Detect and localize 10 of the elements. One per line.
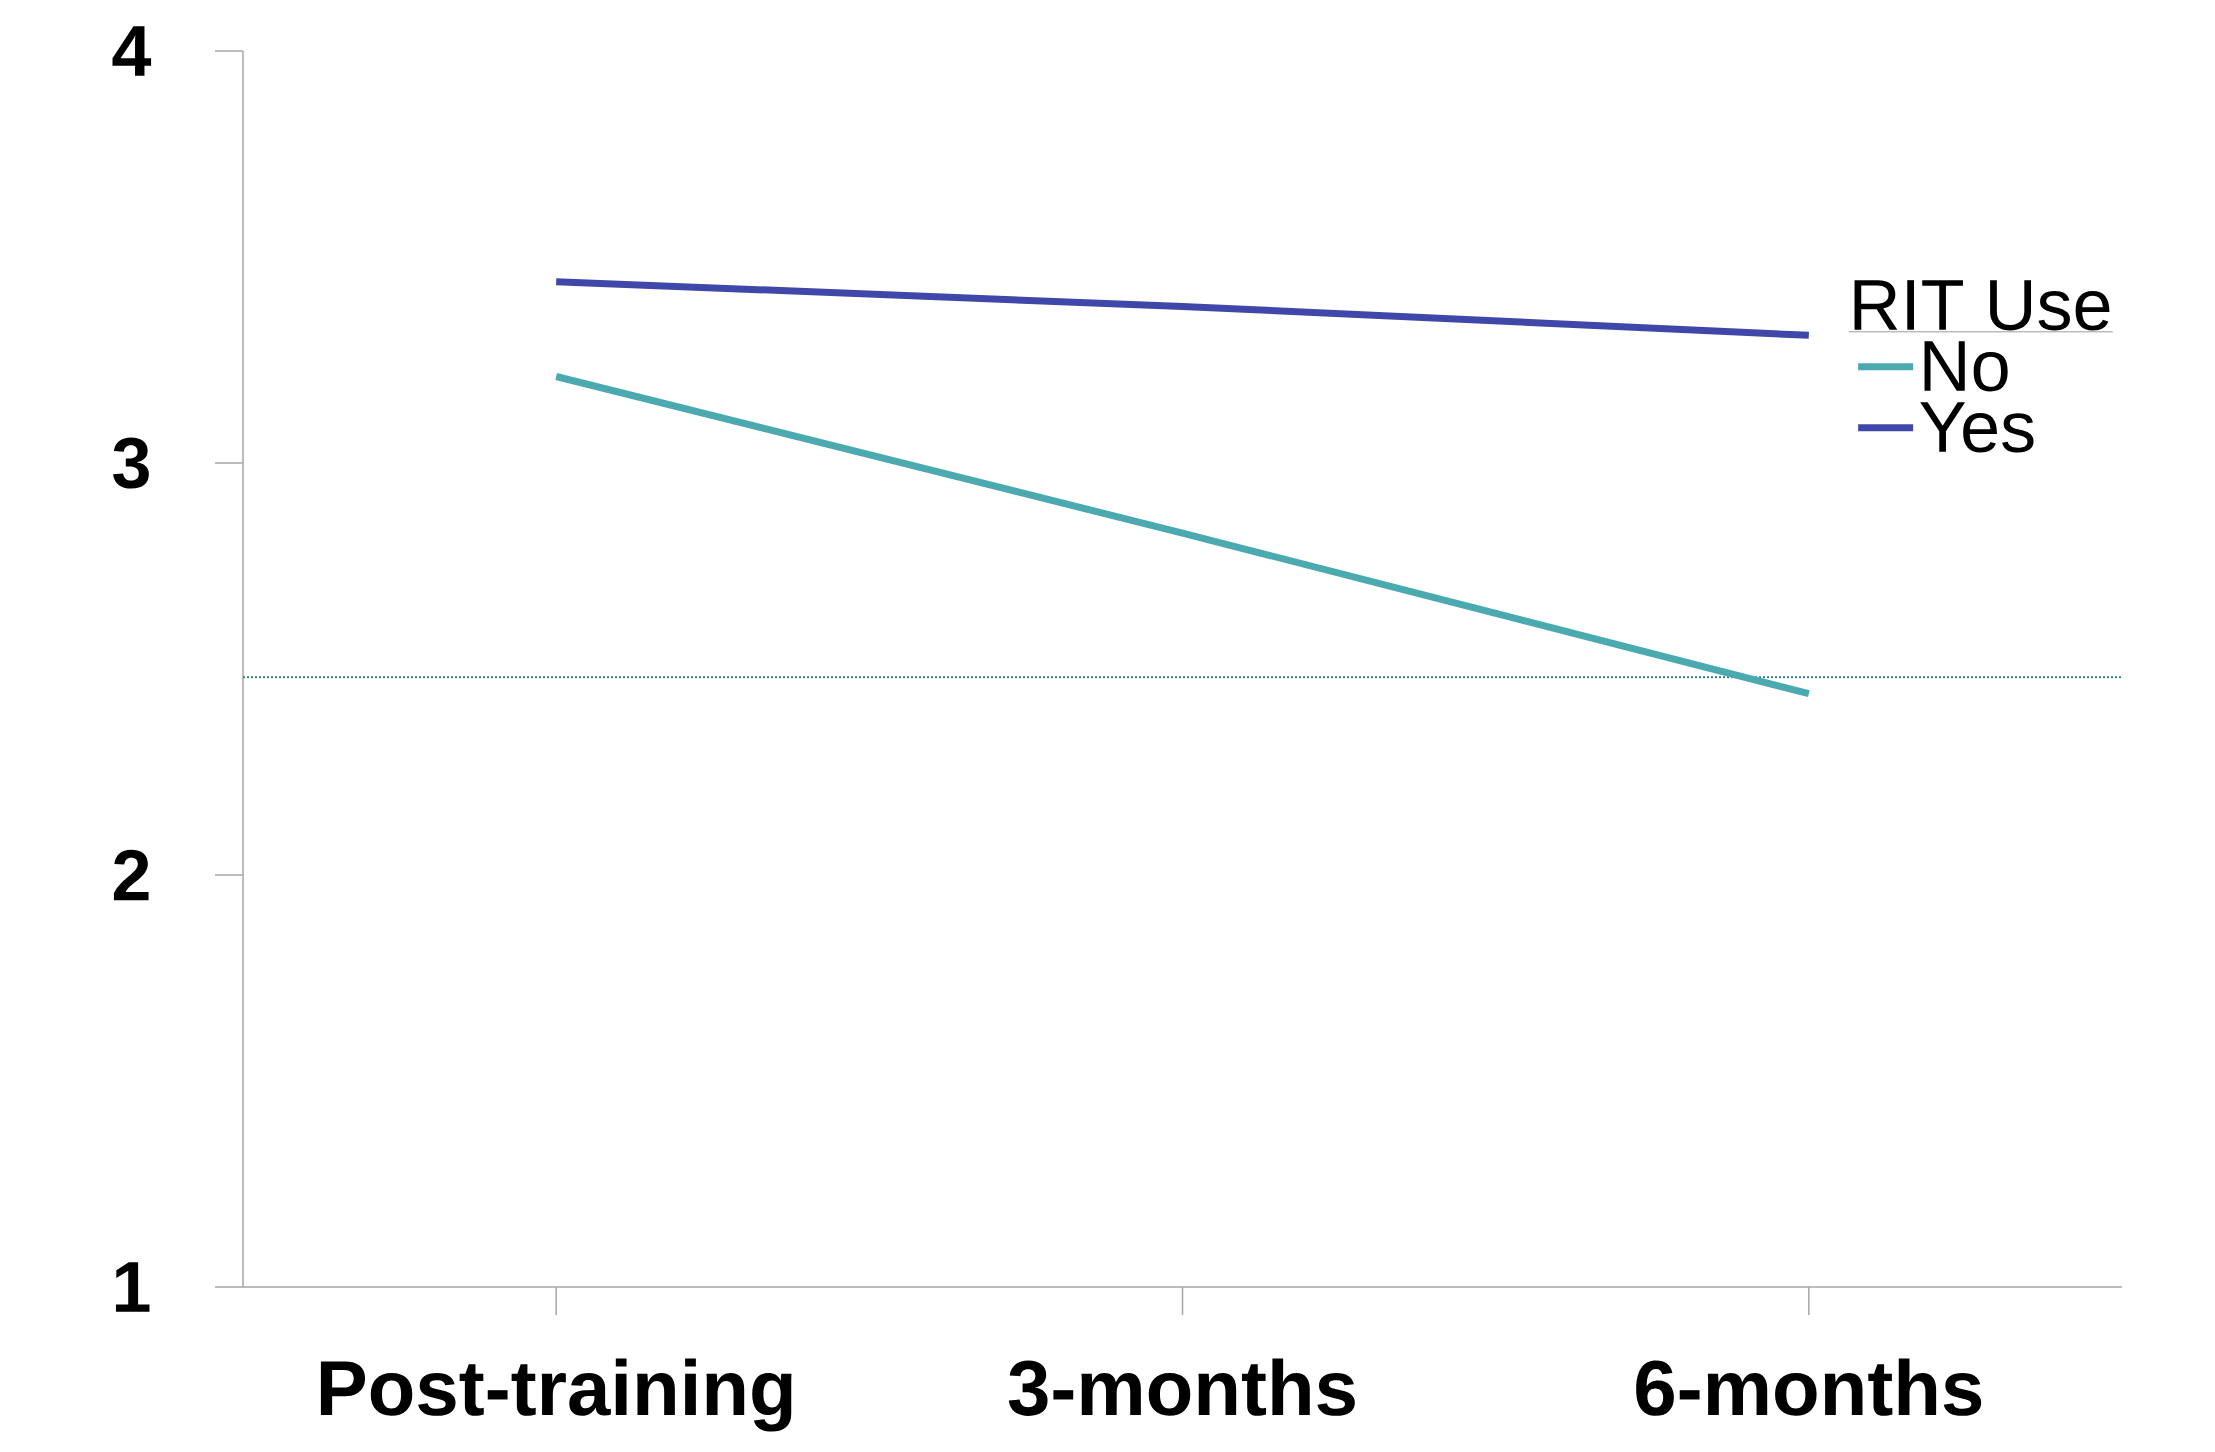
y-tick-label: 4: [112, 26, 152, 76]
legend-title: RIT Use: [1854, 280, 2110, 331]
legend-label: No: [1924, 341, 2008, 392]
y-tick-label: 2: [113, 849, 149, 901]
y-tick-label: 1: [115, 1262, 150, 1312]
legend-label: Yes: [1920, 402, 2034, 453]
x-tick-label: Post-training: [320, 1358, 792, 1432]
y-tick-label: 3: [113, 437, 149, 489]
x-tick-label: 3-months: [1008, 1358, 1355, 1416]
x-tick-label: 6-months: [1636, 1358, 1982, 1416]
